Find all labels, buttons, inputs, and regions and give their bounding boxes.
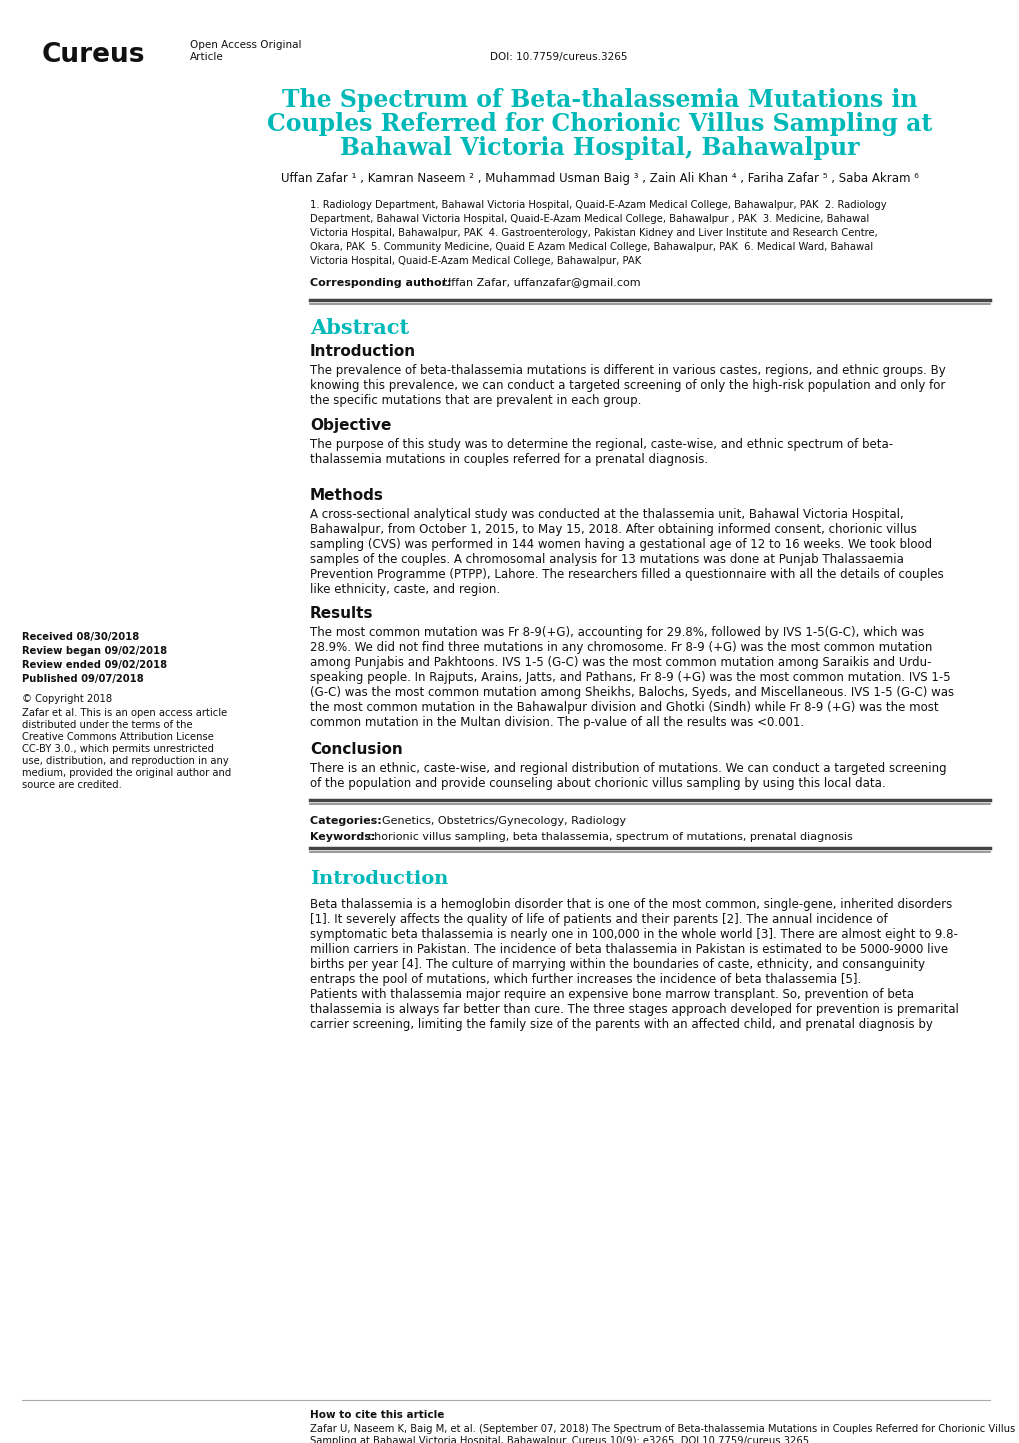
Text: Department, Bahawal Victoria Hospital, Quaid-E-Azam Medical College, Bahawalpur : Department, Bahawal Victoria Hospital, Q… bbox=[310, 214, 868, 224]
Text: Victoria Hospital, Quaid-E-Azam Medical College, Bahawalpur, PAK: Victoria Hospital, Quaid-E-Azam Medical … bbox=[310, 255, 641, 266]
Text: Okara, PAK  5. Community Medicine, Quaid E Azam Medical College, Bahawalpur, PAK: Okara, PAK 5. Community Medicine, Quaid … bbox=[310, 242, 872, 253]
Text: births per year [4]. The culture of marrying within the boundaries of caste, eth: births per year [4]. The culture of marr… bbox=[310, 958, 924, 971]
Text: thalassemia mutations in couples referred for a prenatal diagnosis.: thalassemia mutations in couples referre… bbox=[310, 453, 707, 466]
Text: knowing this prevalence, we can conduct a targeted screening of only the high-ri: knowing this prevalence, we can conduct … bbox=[310, 380, 945, 392]
Text: 28.9%. We did not find three mutations in any chromosome. Fr 8-9 (+G) was the mo: 28.9%. We did not find three mutations i… bbox=[310, 641, 931, 654]
Text: (G-C) was the most common mutation among Sheikhs, Balochs, Syeds, and Miscellane: (G-C) was the most common mutation among… bbox=[310, 685, 953, 698]
Text: Prevention Programme (PTPP), Lahore. The researchers filled a questionnaire with: Prevention Programme (PTPP), Lahore. The… bbox=[310, 569, 943, 582]
Text: Introduction: Introduction bbox=[310, 343, 416, 359]
Text: Cureus: Cureus bbox=[42, 42, 146, 68]
Text: The purpose of this study was to determine the regional, caste-wise, and ethnic : The purpose of this study was to determi… bbox=[310, 439, 893, 452]
Text: distributed under the terms of the: distributed under the terms of the bbox=[22, 720, 193, 730]
Text: Bahawal Victoria Hospital, Bahawalpur: Bahawal Victoria Hospital, Bahawalpur bbox=[340, 136, 859, 160]
Text: Results: Results bbox=[310, 606, 373, 620]
Text: Zafar U, Naseem K, Baig M, et al. (September 07, 2018) The Spectrum of Beta-thal: Zafar U, Naseem K, Baig M, et al. (Septe… bbox=[310, 1424, 1014, 1434]
Text: Introduction: Introduction bbox=[310, 870, 448, 887]
Text: carrier screening, limiting the family size of the parents with an affected chil: carrier screening, limiting the family s… bbox=[310, 1017, 932, 1030]
Text: Published 09/07/2018: Published 09/07/2018 bbox=[22, 674, 144, 684]
Text: Abstract: Abstract bbox=[310, 317, 409, 338]
Text: among Punjabis and Pakhtoons. IVS 1-5 (G-C) was the most common mutation among S: among Punjabis and Pakhtoons. IVS 1-5 (G… bbox=[310, 657, 930, 670]
Text: common mutation in the Multan division. The p-value of all the results was <0.00: common mutation in the Multan division. … bbox=[310, 716, 803, 729]
Text: There is an ethnic, caste-wise, and regional distribution of mutations. We can c: There is an ethnic, caste-wise, and regi… bbox=[310, 762, 946, 775]
Text: Methods: Methods bbox=[310, 488, 383, 504]
Text: Corresponding author:: Corresponding author: bbox=[310, 278, 455, 289]
Text: symptomatic beta thalassemia is nearly one in 100,000 in the whole world [3]. Th: symptomatic beta thalassemia is nearly o… bbox=[310, 928, 957, 941]
Text: Uffan Zafar, uffanzafar@gmail.com: Uffan Zafar, uffanzafar@gmail.com bbox=[442, 278, 640, 289]
Text: chorionic villus sampling, beta thalassemia, spectrum of mutations, prenatal dia: chorionic villus sampling, beta thalasse… bbox=[368, 833, 852, 843]
Text: Keywords:: Keywords: bbox=[310, 833, 379, 843]
Text: Beta thalassemia is a hemoglobin disorder that is one of the most common, single: Beta thalassemia is a hemoglobin disorde… bbox=[310, 898, 952, 911]
Text: Sampling at Bahawal Victoria Hospital, Bahawalpur. Cureus 10(9): e3265. DOI 10.7: Sampling at Bahawal Victoria Hospital, B… bbox=[310, 1436, 808, 1443]
Text: Review ended 09/02/2018: Review ended 09/02/2018 bbox=[22, 659, 167, 670]
Text: The most common mutation was Fr 8-9(+G), accounting for 29.8%, followed by IVS 1: The most common mutation was Fr 8-9(+G),… bbox=[310, 626, 923, 639]
Text: the most common mutation in the Bahawalpur division and Ghotki (Sindh) while Fr : the most common mutation in the Bahawalp… bbox=[310, 701, 937, 714]
Text: Conclusion: Conclusion bbox=[310, 742, 403, 758]
Text: Categories:: Categories: bbox=[310, 815, 385, 825]
Text: Genetics, Obstetrics/Gynecology, Radiology: Genetics, Obstetrics/Gynecology, Radiolo… bbox=[382, 815, 626, 825]
Text: The prevalence of beta-thalassemia mutations is different in various castes, reg: The prevalence of beta-thalassemia mutat… bbox=[310, 364, 945, 377]
Text: The Spectrum of Beta-thalassemia Mutations in: The Spectrum of Beta-thalassemia Mutatio… bbox=[282, 88, 917, 113]
Text: like ethnicity, caste, and region.: like ethnicity, caste, and region. bbox=[310, 583, 499, 596]
Text: the specific mutations that are prevalent in each group.: the specific mutations that are prevalen… bbox=[310, 394, 641, 407]
Text: medium, provided the original author and: medium, provided the original author and bbox=[22, 768, 231, 778]
Text: use, distribution, and reproduction in any: use, distribution, and reproduction in a… bbox=[22, 756, 228, 766]
Text: samples of the couples. A chromosomal analysis for 13 mutations was done at Punj: samples of the couples. A chromosomal an… bbox=[310, 553, 903, 566]
Text: How to cite this article: How to cite this article bbox=[310, 1410, 444, 1420]
Text: speaking people. In Rajputs, Arains, Jatts, and Pathans, Fr 8-9 (+G) was the mos: speaking people. In Rajputs, Arains, Jat… bbox=[310, 671, 950, 684]
Text: of the population and provide counseling about chorionic villus sampling by usin: of the population and provide counseling… bbox=[310, 776, 884, 789]
Text: source are credited.: source are credited. bbox=[22, 781, 121, 789]
Text: Patients with thalassemia major require an expensive bone marrow transplant. So,: Patients with thalassemia major require … bbox=[310, 988, 913, 1001]
Text: CC-BY 3.0., which permits unrestricted: CC-BY 3.0., which permits unrestricted bbox=[22, 745, 214, 755]
Text: Zafar et al. This is an open access article: Zafar et al. This is an open access arti… bbox=[22, 709, 227, 719]
Text: entraps the pool of mutations, which further increases the incidence of beta tha: entraps the pool of mutations, which fur… bbox=[310, 973, 860, 986]
Text: Creative Commons Attribution License: Creative Commons Attribution License bbox=[22, 732, 214, 742]
Text: million carriers in Pakistan. The incidence of beta thalassemia in Pakistan is e: million carriers in Pakistan. The incide… bbox=[310, 942, 948, 957]
Text: Victoria Hospital, Bahawalpur, PAK  4. Gastroenterology, Pakistan Kidney and Liv: Victoria Hospital, Bahawalpur, PAK 4. Ga… bbox=[310, 228, 877, 238]
Text: Bahawalpur, from October 1, 2015, to May 15, 2018. After obtaining informed cons: Bahawalpur, from October 1, 2015, to May… bbox=[310, 522, 916, 535]
Text: [1]. It severely affects the quality of life of patients and their parents [2]. : [1]. It severely affects the quality of … bbox=[310, 913, 887, 926]
Text: Objective: Objective bbox=[310, 418, 391, 433]
Text: © Copyright 2018: © Copyright 2018 bbox=[22, 694, 112, 704]
Text: thalassemia is always far better than cure. The three stages approach developed : thalassemia is always far better than cu… bbox=[310, 1003, 958, 1016]
Text: Couples Referred for Chorionic Villus Sampling at: Couples Referred for Chorionic Villus Sa… bbox=[267, 113, 931, 136]
Text: Received 08/30/2018: Received 08/30/2018 bbox=[22, 632, 140, 642]
Text: sampling (CVS) was performed in 144 women having a gestational age of 12 to 16 w: sampling (CVS) was performed in 144 wome… bbox=[310, 538, 931, 551]
Text: DOI: 10.7759/cureus.3265: DOI: 10.7759/cureus.3265 bbox=[489, 52, 627, 62]
Text: Article: Article bbox=[190, 52, 223, 62]
Text: 1. Radiology Department, Bahawal Victoria Hospital, Quaid-E-Azam Medical College: 1. Radiology Department, Bahawal Victori… bbox=[310, 201, 886, 211]
Text: Uffan Zafar ¹ , Kamran Naseem ² , Muhammad Usman Baig ³ , Zain Ali Khan ⁴ , Fari: Uffan Zafar ¹ , Kamran Naseem ² , Muhamm… bbox=[281, 172, 918, 185]
Text: Review began 09/02/2018: Review began 09/02/2018 bbox=[22, 646, 167, 657]
Text: Open Access Original: Open Access Original bbox=[190, 40, 302, 51]
Text: A cross-sectional analytical study was conducted at the thalassemia unit, Bahawa: A cross-sectional analytical study was c… bbox=[310, 508, 903, 521]
